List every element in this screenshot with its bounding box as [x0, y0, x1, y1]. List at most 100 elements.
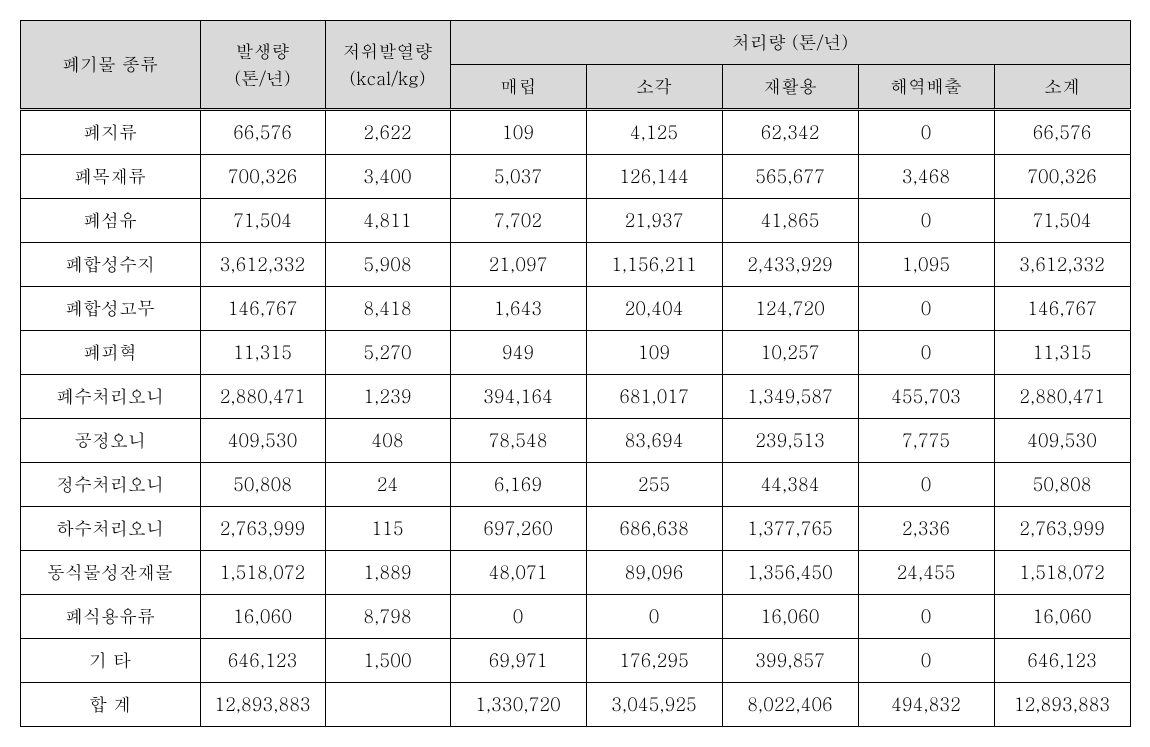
cell-heat: 24 — [325, 463, 450, 507]
cell-landfill: 7,702 — [450, 199, 586, 243]
cell-generation: 2,763,999 — [200, 507, 325, 551]
cell-ocean: 0 — [858, 463, 994, 507]
table-body: 폐지류66,5762,6221094,12562,342066,576폐목재류7… — [20, 110, 1130, 727]
table-row: 동식물성잔재물1,518,0721,88948,07189,0961,356,4… — [20, 551, 1130, 595]
cell-landfill: 1,330,720 — [450, 683, 586, 727]
cell-subtotal: 12,893,883 — [994, 683, 1130, 727]
cell-heat: 8,418 — [325, 287, 450, 331]
cell-subtotal: 2,880,471 — [994, 375, 1130, 419]
cell-ocean: 455,703 — [858, 375, 994, 419]
cell-landfill: 949 — [450, 331, 586, 375]
cell-ocean: 0 — [858, 110, 994, 155]
cell-heat: 8,798 — [325, 595, 450, 639]
header-incineration: 소각 — [586, 65, 722, 110]
cell-landfill: 697,260 — [450, 507, 586, 551]
cell-heat: 1,500 — [325, 639, 450, 683]
cell-incineration: 686,638 — [586, 507, 722, 551]
cell-heat: 1,889 — [325, 551, 450, 595]
waste-treatment-table: 폐기물 종류 발생량(톤/년) 저위발열량(kcal/kg) 처리량 (톤/년)… — [20, 20, 1131, 727]
cell-heat: 115 — [325, 507, 450, 551]
cell-recycling: 1,377,765 — [722, 507, 858, 551]
cell-ocean: 0 — [858, 331, 994, 375]
cell-incineration: 0 — [586, 595, 722, 639]
cell-generation: 71,504 — [200, 199, 325, 243]
cell-generation: 2,880,471 — [200, 375, 325, 419]
cell-subtotal: 50,808 — [994, 463, 1130, 507]
cell-heat: 3,400 — [325, 155, 450, 199]
cell-generation: 1,518,072 — [200, 551, 325, 595]
table-row: 정수처리오니50,808246,16925544,384050,808 — [20, 463, 1130, 507]
cell-subtotal: 2,763,999 — [994, 507, 1130, 551]
cell-subtotal: 71,504 — [994, 199, 1130, 243]
cell-type: 폐섬유 — [20, 199, 200, 243]
cell-heat: 1,239 — [325, 375, 450, 419]
cell-subtotal: 16,060 — [994, 595, 1130, 639]
cell-type: 폐수처리오니 — [20, 375, 200, 419]
cell-incineration: 126,144 — [586, 155, 722, 199]
cell-ocean: 494,832 — [858, 683, 994, 727]
cell-recycling: 10,257 — [722, 331, 858, 375]
table-row: 공정오니409,53040878,54883,694239,5137,77540… — [20, 419, 1130, 463]
cell-ocean: 0 — [858, 287, 994, 331]
cell-recycling: 1,349,587 — [722, 375, 858, 419]
table-row: 폐피혁11,3155,27094910910,257011,315 — [20, 331, 1130, 375]
cell-recycling: 16,060 — [722, 595, 858, 639]
header-recycling: 재활용 — [722, 65, 858, 110]
cell-ocean: 0 — [858, 639, 994, 683]
cell-type: 폐목재류 — [20, 155, 200, 199]
table-row: 폐식용유류16,0608,7980016,060016,060 — [20, 595, 1130, 639]
cell-heat: 2,622 — [325, 110, 450, 155]
cell-landfill: 5,037 — [450, 155, 586, 199]
cell-landfill: 48,071 — [450, 551, 586, 595]
cell-ocean: 0 — [858, 595, 994, 639]
cell-ocean: 7,775 — [858, 419, 994, 463]
table-header: 폐기물 종류 발생량(톤/년) 저위발열량(kcal/kg) 처리량 (톤/년)… — [20, 21, 1130, 110]
cell-heat: 5,270 — [325, 331, 450, 375]
cell-incineration: 255 — [586, 463, 722, 507]
cell-recycling: 62,342 — [722, 110, 858, 155]
cell-type: 공정오니 — [20, 419, 200, 463]
cell-type: 폐합성수지 — [20, 243, 200, 287]
cell-type: 폐합성고무 — [20, 287, 200, 331]
cell-subtotal: 3,612,332 — [994, 243, 1130, 287]
cell-recycling: 1,356,450 — [722, 551, 858, 595]
cell-heat — [325, 683, 450, 727]
cell-heat: 5,908 — [325, 243, 450, 287]
table-row: 폐수처리오니2,880,4711,239394,164681,0171,349,… — [20, 375, 1130, 419]
table-row: 폐지류66,5762,6221094,12562,342066,576 — [20, 110, 1130, 155]
cell-type: 합 계 — [20, 683, 200, 727]
cell-ocean: 24,455 — [858, 551, 994, 595]
cell-subtotal: 700,326 — [994, 155, 1130, 199]
cell-type: 폐식용유류 — [20, 595, 200, 639]
cell-incineration: 176,295 — [586, 639, 722, 683]
cell-heat: 4,811 — [325, 199, 450, 243]
cell-recycling: 8,022,406 — [722, 683, 858, 727]
table-row: 하수처리오니2,763,999115697,260686,6381,377,76… — [20, 507, 1130, 551]
cell-generation: 146,767 — [200, 287, 325, 331]
header-waste-type: 폐기물 종류 — [20, 21, 200, 110]
cell-ocean: 0 — [858, 199, 994, 243]
cell-generation: 12,893,883 — [200, 683, 325, 727]
cell-subtotal: 646,123 — [994, 639, 1130, 683]
cell-subtotal: 146,767 — [994, 287, 1130, 331]
cell-ocean: 3,468 — [858, 155, 994, 199]
cell-incineration: 3,045,925 — [586, 683, 722, 727]
table-row: 폐목재류 700,326 3,4005,037126,144565,6773,468… — [20, 155, 1130, 199]
table-row: 기 타646,1231,50069,971176,295399,8570646,… — [20, 639, 1130, 683]
header-heating-value: 저위발열량(kcal/kg) — [325, 21, 450, 110]
header-landfill: 매립 — [450, 65, 586, 110]
cell-incineration: 4,125 — [586, 110, 722, 155]
cell-type: 동식물성잔재물 — [20, 551, 200, 595]
cell-recycling: 41,865 — [722, 199, 858, 243]
header-treatment-group: 처리량 (톤/년) — [450, 21, 1130, 65]
table-row: 폐합성고무146,7678,4181,64320,404124,7200146,… — [20, 287, 1130, 331]
table-row: 합 계12,893,8831,330,7203,045,9258,022,406… — [20, 683, 1130, 727]
cell-generation: 50,808 — [200, 463, 325, 507]
table-row: 폐섬유71,5044,8117,70221,93741,865071,504 — [20, 199, 1130, 243]
cell-ocean: 1,095 — [858, 243, 994, 287]
cell-incineration: 83,694 — [586, 419, 722, 463]
cell-generation: 409,530 — [200, 419, 325, 463]
cell-recycling: 565,677 — [722, 155, 858, 199]
cell-type: 하수처리오니 — [20, 507, 200, 551]
header-subtotal: 소계 — [994, 65, 1130, 110]
